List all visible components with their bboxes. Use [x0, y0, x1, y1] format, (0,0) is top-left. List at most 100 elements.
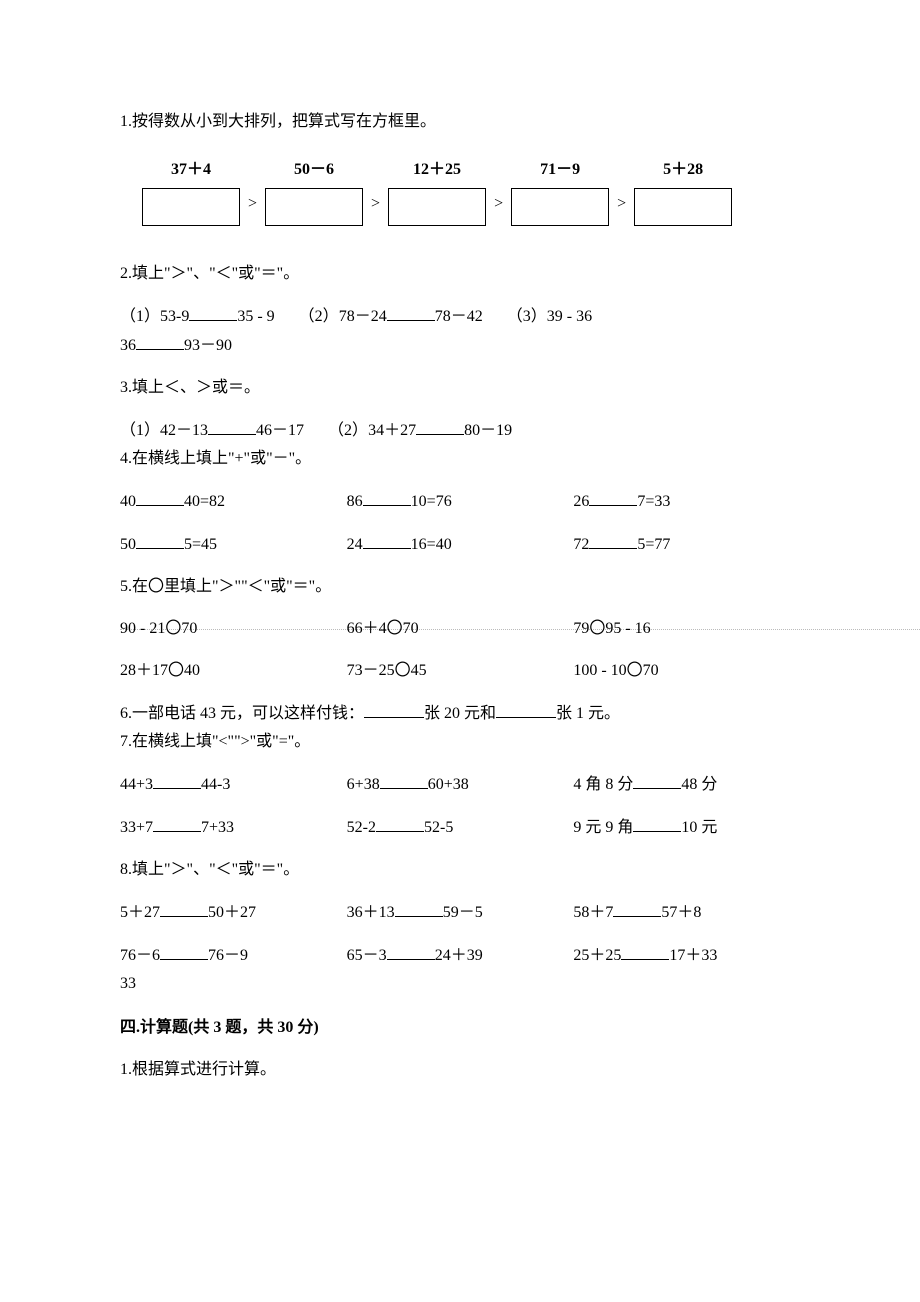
q4-cell: 4040=82	[120, 489, 347, 514]
fill-blank[interactable]	[387, 304, 435, 321]
cmp-r: 24＋39	[435, 947, 483, 964]
cmp-l: 9 元 9 角	[573, 819, 633, 836]
answer-box[interactable]	[511, 188, 609, 226]
q6-mid: 张 20 元和	[424, 705, 496, 722]
q8-cell: 5＋2750＋27	[120, 900, 347, 925]
cmp-r: 60+38	[428, 776, 469, 793]
q7-cell: 6+38 60+38	[347, 772, 574, 797]
q7-cell: 44+344-3	[120, 772, 347, 797]
fill-blank[interactable]	[153, 772, 201, 789]
fill-blank[interactable]	[621, 943, 669, 960]
op-b: 7=33	[637, 493, 670, 510]
q1-text: 1.按得数从小到大排列，把算式写在方框里。	[120, 110, 800, 134]
q8-row1: 5＋2750＋27 36＋1359－5 58＋757＋8	[120, 900, 800, 925]
fill-blank[interactable]	[153, 815, 201, 832]
cmp-l: 25＋25	[573, 947, 621, 964]
item-left: 39 - 36	[547, 308, 592, 325]
op-b: 10=76	[411, 493, 452, 510]
q4-row2: 50 5=45 24 16=40 725=77	[120, 532, 800, 557]
q4-cell: 725=77	[573, 532, 800, 557]
cmp-r: 52-5	[424, 819, 453, 836]
item-right: 35 - 9	[237, 308, 274, 325]
q1-box-col: 50－6	[265, 158, 363, 226]
gt-sign: >	[371, 192, 380, 216]
q8-cell: 58＋757＋8	[573, 900, 800, 925]
q1-box-col: 37＋4	[142, 158, 240, 226]
item-left: 78－24	[339, 308, 387, 325]
op-b: 16=40	[411, 536, 452, 553]
q1-expr: 71－9	[540, 158, 580, 182]
cmp-r: 76－9	[208, 947, 248, 964]
q5-row1: 90 - 21〇70 66＋4〇70 79〇95 - 16	[120, 617, 800, 641]
answer-box[interactable]	[142, 188, 240, 226]
q5-text: 5.在〇里填上"＞""＜"或"＝"。	[120, 575, 800, 599]
op-b: 5=45	[184, 536, 217, 553]
fill-blank[interactable]	[496, 701, 556, 718]
q4-row1: 4040=82 8610=76 267=33	[120, 489, 800, 514]
q8-row2: 76－676－9 65－324＋39 25＋2517＋33	[120, 943, 800, 968]
q6-prefix: 6.一部电话 43 元，可以这样付钱：	[120, 705, 364, 722]
fill-blank[interactable]	[633, 815, 681, 832]
q5-cell: 28＋17〇40	[120, 659, 347, 683]
q7-cell: 52-252-5	[347, 815, 574, 840]
op-a: 26	[573, 493, 589, 510]
op-a: 50	[120, 536, 136, 553]
cmp-l: 33+7	[120, 819, 153, 836]
fill-blank[interactable]	[364, 701, 424, 718]
cmp-r: 7+33	[201, 819, 234, 836]
fill-blank[interactable]	[136, 333, 184, 350]
q5-row2: 28＋17〇40 73－25〇45 100 - 10〇70	[120, 659, 800, 683]
cmp-l: 5＋27	[120, 904, 160, 921]
item-right: 93－90	[184, 337, 232, 354]
fill-blank[interactable]	[160, 943, 208, 960]
q8-cell: 25＋2517＋33	[573, 943, 800, 968]
fill-blank[interactable]	[376, 815, 424, 832]
worksheet-page: 1.按得数从小到大排列，把算式写在方框里。 37＋4 > 50－6 > 12＋2…	[0, 0, 920, 1302]
item-label: （1）	[120, 422, 160, 439]
fill-blank[interactable]	[363, 489, 411, 506]
item-right: 46－17	[256, 422, 304, 439]
answer-box[interactable]	[388, 188, 486, 226]
fill-blank[interactable]	[136, 532, 184, 549]
op-b: 40=82	[184, 493, 225, 510]
cmp-r: 59－5	[443, 904, 483, 921]
fill-blank[interactable]	[395, 900, 443, 917]
item-right: 78－42	[435, 308, 483, 325]
fill-blank[interactable]	[613, 900, 661, 917]
fill-blank[interactable]	[380, 772, 428, 789]
answer-box[interactable]	[634, 188, 732, 226]
q7-cell: 33+7 7+33	[120, 815, 347, 840]
q1-expr: 5＋28	[663, 158, 703, 182]
q7-row1: 44+344-3 6+38 60+38 4 角 8 分48 分	[120, 772, 800, 797]
fill-blank[interactable]	[387, 943, 435, 960]
op-a: 24	[347, 536, 363, 553]
fill-blank[interactable]	[160, 900, 208, 917]
op-a: 72	[573, 536, 589, 553]
fill-blank[interactable]	[189, 304, 237, 321]
q1-expr: 12＋25	[413, 158, 461, 182]
cmp-l: 6+38	[347, 776, 380, 793]
q5-cell: 79〇95 - 16	[573, 617, 800, 641]
answer-box[interactable]	[265, 188, 363, 226]
gt-sign: >	[617, 192, 626, 216]
item-label: （2）	[328, 422, 368, 439]
item-left-cont: 36	[120, 337, 136, 354]
q7-cell: 4 角 8 分48 分	[573, 772, 800, 797]
fill-blank[interactable]	[136, 489, 184, 506]
fill-blank[interactable]	[416, 418, 464, 435]
cmp-r: 57＋8	[661, 904, 701, 921]
fill-blank[interactable]	[589, 532, 637, 549]
q1-box-col: 12＋25	[388, 158, 486, 226]
fill-blank[interactable]	[633, 772, 681, 789]
fill-blank[interactable]	[208, 418, 256, 435]
q7-row2: 33+77+33 52-252-5 9 元 9 角10 元	[120, 815, 800, 840]
fill-blank[interactable]	[589, 489, 637, 506]
q3-row: （1）42－1346－17 （2）34＋2780－19	[120, 418, 800, 443]
q2-row2: 36 93－90	[120, 333, 800, 358]
gt-sign: >	[494, 192, 503, 216]
gt-sign: >	[248, 192, 257, 216]
fill-blank[interactable]	[363, 532, 411, 549]
q6-line: 6.一部电话 43 元，可以这样付钱：张 20 元和张 1 元。	[120, 701, 800, 726]
q7-text: 7.在横线上填"<"">"或"="。	[120, 730, 800, 754]
cmp-r: 44-3	[201, 776, 230, 793]
